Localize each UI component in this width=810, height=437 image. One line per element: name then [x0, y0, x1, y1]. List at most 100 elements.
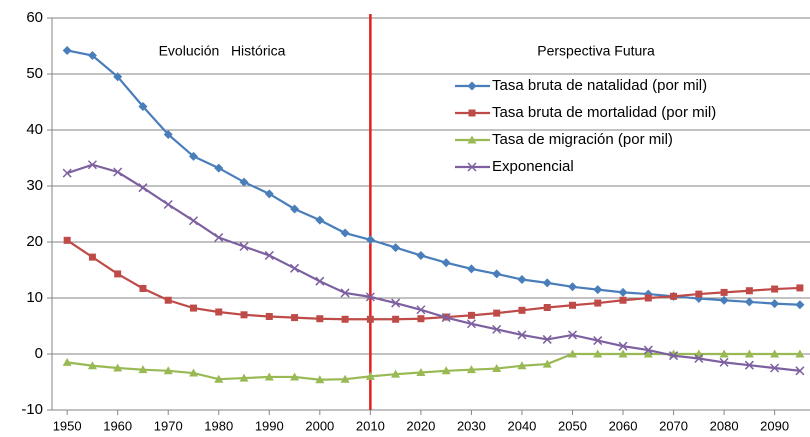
marker: [719, 295, 729, 305]
x-tick-label: 2070: [659, 418, 688, 433]
x-tick-label: 2020: [406, 418, 435, 433]
annotation: Perspectiva Futura: [537, 43, 655, 59]
marker: [567, 330, 578, 340]
marker: [240, 311, 248, 319]
series-line: [66, 163, 801, 372]
marker: [493, 309, 501, 317]
marker: [467, 135, 477, 144]
marker: [795, 366, 805, 376]
marker: [63, 236, 71, 244]
marker: [239, 373, 249, 382]
marker: [543, 304, 551, 312]
x-tick-label: 2060: [609, 418, 638, 433]
x-tick-label: 2000: [305, 418, 334, 433]
marker: [113, 72, 123, 82]
marker: [113, 167, 123, 177]
legend-label: Tasa bruta de mortalidad (por mil): [492, 104, 716, 121]
marker: [264, 372, 274, 381]
marker: [720, 288, 728, 296]
marker: [315, 215, 325, 225]
x-tick-label: 1990: [255, 418, 284, 433]
marker: [164, 296, 172, 304]
marker: [695, 290, 703, 298]
x-tick-label: 1970: [154, 418, 183, 433]
marker: [745, 287, 753, 295]
marker: [291, 314, 299, 322]
marker: [87, 361, 97, 370]
marker: [290, 263, 300, 273]
marker: [163, 366, 173, 375]
marker: [62, 168, 72, 178]
marker: [466, 365, 476, 374]
annotation: Evolución Histórica: [159, 43, 286, 59]
marker: [416, 305, 426, 315]
marker: [517, 275, 527, 285]
marker: [264, 250, 274, 260]
marker: [340, 374, 350, 383]
y-tick-label: 60: [26, 9, 43, 26]
marker: [139, 284, 147, 292]
marker: [138, 183, 148, 193]
y-tick-label: 0: [35, 345, 43, 362]
marker: [340, 228, 350, 238]
marker: [744, 360, 754, 370]
x-tick-label: 2080: [710, 418, 739, 433]
marker: [366, 315, 374, 323]
x-tick-label: 1960: [103, 418, 132, 433]
marker: [391, 243, 401, 253]
legend-label: Tasa bruta de natalidad (por mil): [492, 77, 707, 94]
marker: [189, 304, 197, 312]
marker: [214, 163, 224, 173]
marker: [593, 349, 603, 358]
y-tick-label: 40: [26, 121, 43, 138]
x-tick-label: 2010: [356, 418, 385, 433]
marker: [492, 364, 502, 373]
marker: [618, 341, 628, 351]
marker: [87, 51, 97, 61]
marker: [114, 270, 122, 278]
y-tick-label: 30: [26, 177, 43, 194]
marker: [466, 264, 476, 274]
marker: [669, 351, 679, 361]
marker: [239, 241, 249, 252]
marker: [264, 189, 274, 199]
marker: [113, 363, 123, 372]
marker: [138, 365, 148, 374]
legend-label: Tasa de migración (por mil): [492, 131, 673, 148]
marker: [518, 306, 526, 314]
marker: [188, 216, 199, 226]
marker: [719, 349, 729, 358]
marker: [643, 349, 653, 358]
marker: [770, 363, 780, 373]
legend-label: Exponencial: [492, 158, 574, 175]
series-line: [66, 239, 800, 321]
marker: [795, 300, 805, 310]
marker: [163, 199, 173, 210]
marker: [593, 285, 603, 295]
marker: [744, 297, 754, 307]
marker: [87, 160, 97, 170]
marker: [568, 301, 576, 309]
marker: [619, 296, 627, 304]
marker: [88, 253, 96, 261]
marker: [643, 345, 653, 355]
marker: [719, 357, 729, 367]
marker: [441, 366, 451, 375]
y-tick-label: 20: [26, 233, 43, 250]
marker: [542, 278, 552, 288]
marker: [593, 336, 603, 346]
series-line: [67, 352, 800, 381]
marker: [492, 269, 502, 279]
marker: [163, 129, 173, 139]
marker: [567, 349, 577, 358]
x-tick-label: 1950: [53, 418, 82, 433]
marker: [466, 319, 476, 329]
marker: [290, 372, 300, 381]
marker: [365, 292, 375, 302]
marker: [594, 299, 602, 307]
marker: [744, 349, 754, 358]
marker: [391, 298, 401, 308]
marker: [365, 371, 375, 380]
marker: [517, 330, 527, 340]
marker: [467, 311, 475, 319]
